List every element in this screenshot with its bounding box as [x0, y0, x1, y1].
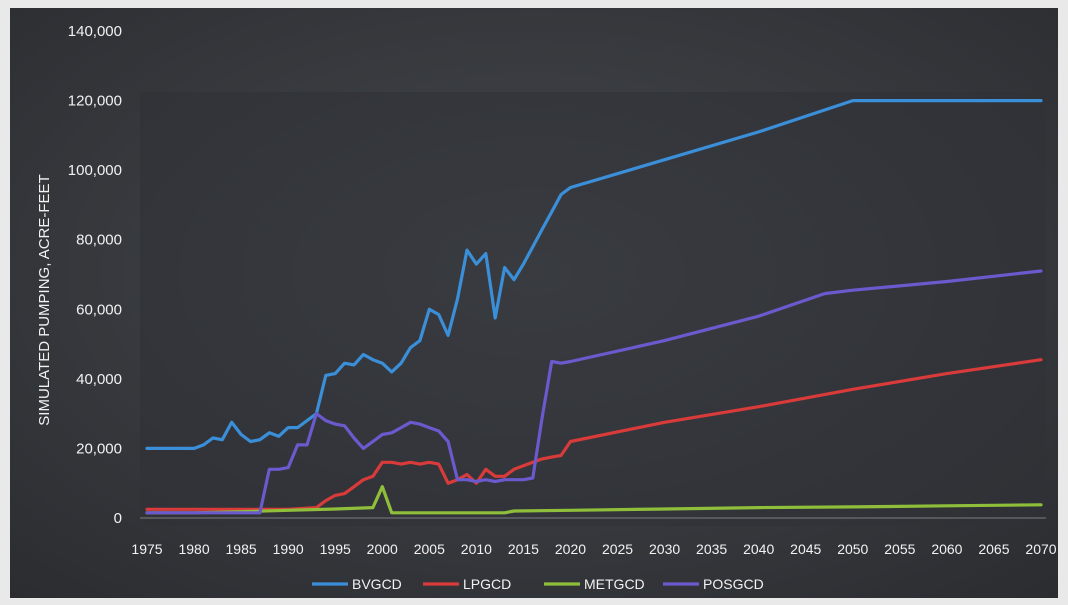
x-axis-ticks: 1975 1980 1985 1990 1995 2000 2005 2010 2015 2020…	[131, 541, 1056, 557]
series-line-metgcd	[145, 485, 1043, 515]
x-tick-label: 2070	[1025, 541, 1056, 557]
y-tick-label: 0	[114, 510, 122, 527]
legend-label-metgcd: METGCD	[584, 576, 645, 592]
y-tick-label: 20,000	[76, 440, 122, 457]
legend-label-posgcd: POSGCD	[703, 576, 764, 592]
y-tick-label: 40,000	[76, 371, 122, 388]
x-tick-label: 2010	[461, 541, 492, 557]
x-tick-label: 2000	[367, 541, 398, 557]
x-tick-label: 2055	[884, 541, 915, 557]
legend-label-lpgcd: LPGCD	[463, 576, 511, 592]
y-tick-label: 120,000	[68, 93, 122, 110]
legend-label-bvgcd: BVGCD	[352, 576, 402, 592]
x-tick-label: 2065	[978, 541, 1009, 557]
series-lines	[145, 99, 1043, 515]
series-line-bvgcd	[145, 99, 1043, 450]
x-tick-label: 2035	[696, 541, 727, 557]
x-tick-label: 1995	[320, 541, 351, 557]
y-tick-label: 140,000	[68, 23, 122, 40]
y-tick-label: 60,000	[76, 301, 122, 318]
x-tick-label: 2040	[743, 541, 774, 557]
y-tick-label: 80,000	[76, 232, 122, 249]
x-tick-label: 2005	[414, 541, 445, 557]
y-axis-ticks: 0 20,000 40,000 60,000 80,000 100,000 120,000 1…	[68, 23, 122, 527]
series-line-posgcd	[145, 269, 1043, 515]
plot-area	[140, 92, 1046, 526]
x-tick-label: 2060	[931, 541, 962, 557]
x-tick-label: 2045	[790, 541, 821, 557]
x-tick-label: 1980	[178, 541, 209, 557]
y-axis-label: SIMULATED PUMPING, ACRE-FEET	[36, 174, 53, 425]
x-tick-label: 1985	[226, 541, 257, 557]
x-tick-label: 2050	[837, 541, 868, 557]
x-tick-label: 1975	[131, 541, 162, 557]
series-line-lpgcd	[145, 358, 1043, 511]
legend: BVGCD LPGCD METGCD POSGCD	[312, 576, 764, 592]
x-tick-label: 1990	[273, 541, 304, 557]
y-tick-label: 100,000	[68, 162, 122, 179]
x-tick-label: 2015	[508, 541, 539, 557]
x-tick-label: 2030	[649, 541, 680, 557]
x-tick-label: 2020	[555, 541, 586, 557]
x-tick-label: 2025	[602, 541, 633, 557]
